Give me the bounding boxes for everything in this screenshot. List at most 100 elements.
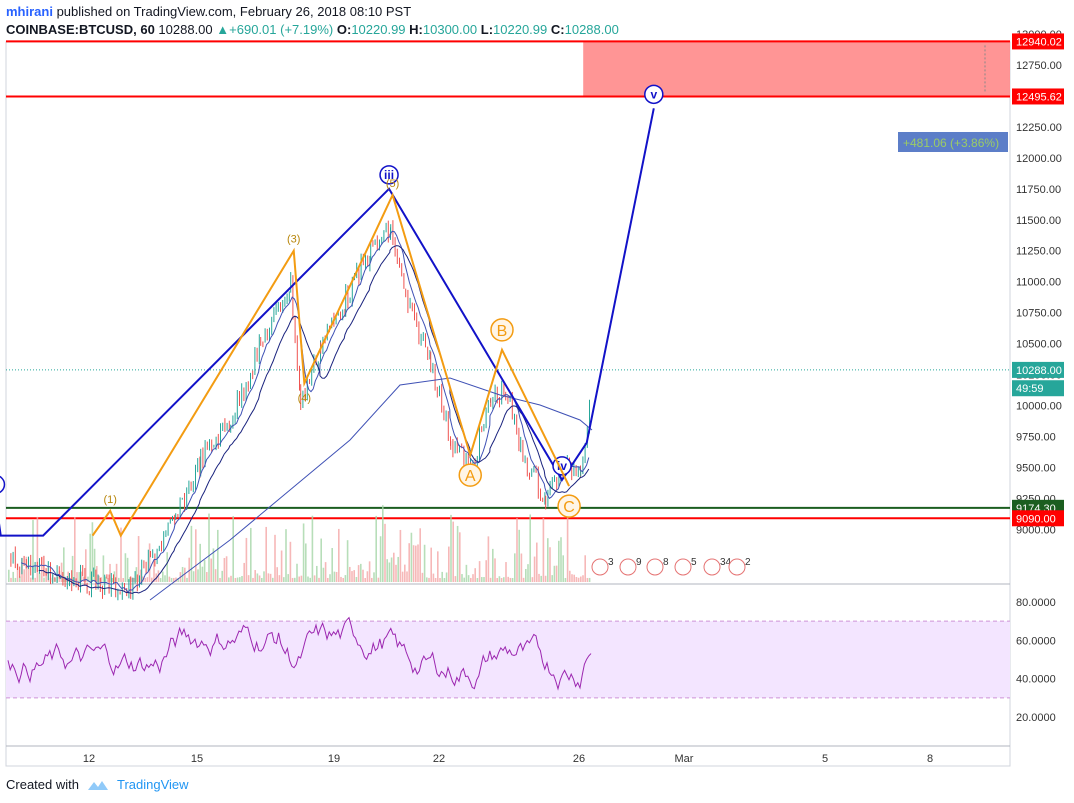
ma-long-line [149, 377, 593, 601]
volume-bar [562, 555, 564, 582]
volume-bar [443, 577, 446, 582]
volume-bar [496, 577, 498, 582]
volume-bar [335, 571, 338, 582]
author-name[interactable]: mhirani [6, 4, 53, 19]
volume-bar [489, 577, 492, 582]
volume-bar [96, 566, 98, 582]
volume-bar [166, 552, 168, 582]
volume-bar [551, 575, 553, 582]
volume-bar [225, 556, 228, 582]
volume-bar [278, 575, 281, 582]
volume-bar [311, 515, 314, 582]
volume-bar [192, 571, 195, 582]
volume-bar [239, 577, 241, 582]
volume-bar [327, 577, 329, 582]
volume-bar [514, 553, 516, 582]
volume-bar [333, 571, 336, 582]
volume-bar [485, 560, 487, 582]
volume-bar [472, 574, 474, 582]
volume-bar [509, 577, 512, 582]
volume-bar [8, 569, 10, 582]
volume-bar [228, 577, 230, 582]
event-badge-count: 34 [720, 557, 732, 568]
published-text: published on TradingView.com, February 2… [52, 4, 412, 19]
low-label: L: [480, 22, 494, 37]
volume-bar [357, 565, 360, 582]
volume-bar [184, 567, 186, 582]
volume-bar [36, 516, 39, 582]
impulse-wave-label: v [650, 87, 657, 101]
volume-bar [208, 513, 210, 582]
price-axis-tick: 11500.00 [1016, 215, 1061, 227]
volume-bar [265, 526, 267, 582]
tradingview-logo-icon [87, 780, 108, 790]
volume-bar [527, 564, 529, 582]
volume-bar [291, 577, 294, 582]
volume-bar [412, 545, 415, 582]
volume-bar [516, 518, 518, 582]
volume-bar [520, 553, 523, 582]
volume-bar [483, 577, 485, 582]
volume-bar [377, 577, 380, 582]
volume-bar [316, 565, 318, 582]
volume-bar [465, 564, 468, 582]
volume-bar [173, 577, 175, 582]
volume-bar [338, 528, 340, 582]
volume-bar [386, 559, 388, 582]
volume-bar [408, 543, 410, 582]
volume-bar [415, 545, 417, 582]
volume-bar [124, 553, 127, 582]
volume-bar [300, 575, 303, 582]
volume-bar [542, 517, 545, 582]
volume-bar [566, 509, 569, 582]
volume-bar [522, 577, 525, 582]
volume-bar [74, 516, 76, 582]
volume-bar [577, 577, 580, 582]
volume-bar [511, 577, 514, 582]
volume-bar [263, 571, 265, 582]
volume-bar [437, 551, 439, 582]
volume-bar [426, 577, 428, 582]
tradingview-link[interactable]: TradingView [116, 777, 189, 792]
volume-bar [318, 577, 320, 582]
rsi-axis-tick: 80.0000 [1016, 597, 1056, 609]
volume-bar [111, 577, 113, 582]
volume-bar [168, 576, 171, 582]
price-axis-tick: 12000.00 [1016, 153, 1062, 165]
low-value: 10220.99 [493, 22, 548, 37]
volume-bar [45, 571, 47, 582]
volume-bar [177, 577, 179, 582]
wave-label-circle [458, 463, 482, 487]
volume-bar [269, 573, 272, 582]
volume-bar [60, 562, 63, 582]
volume-bar [135, 567, 138, 582]
volume-bar [80, 571, 83, 582]
volume-bar [353, 570, 355, 582]
volume-bar [324, 562, 327, 582]
volume-bar [544, 575, 547, 582]
volume-bar [27, 565, 30, 582]
volume-bar [210, 558, 212, 582]
volume-bar [93, 548, 96, 582]
projection-label-bg [898, 132, 1008, 152]
volume-bar [558, 540, 560, 582]
volume-bar [181, 566, 184, 582]
volume-bar [346, 540, 349, 582]
volume-bar [104, 576, 107, 582]
volume-bar [287, 574, 289, 582]
volume-bar [162, 571, 164, 582]
volume-bar [38, 572, 41, 582]
volume-bar [419, 528, 421, 582]
volume-bar [366, 571, 369, 582]
volume-bar [256, 573, 259, 582]
volume-bar [85, 549, 87, 582]
volume-bar [126, 557, 129, 582]
volume-bar [476, 578, 479, 582]
volume-bar [456, 525, 459, 582]
volume-bar [69, 577, 72, 582]
ma-short-line [21, 230, 590, 593]
volume-bar [382, 505, 384, 582]
volume-bar [151, 577, 153, 582]
volume-bar [23, 569, 25, 582]
